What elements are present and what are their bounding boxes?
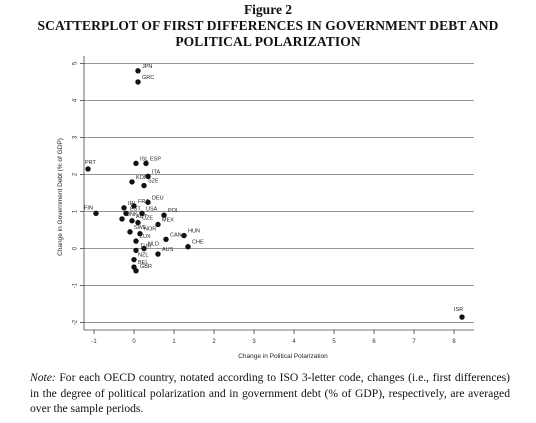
data-point-label: MEX	[162, 217, 174, 223]
data-point	[123, 210, 129, 217]
figure-note: Note: For each OECD country, notated acc…	[30, 370, 510, 417]
data-point-label: NLD	[148, 242, 159, 248]
data-point-label: ISR	[454, 307, 463, 313]
data-point	[119, 216, 125, 222]
data-point-label: NOR	[144, 227, 156, 233]
data-point-label: JPN	[142, 64, 152, 70]
data-point-label: AUT	[136, 214, 148, 220]
data-point-label: POL	[168, 208, 179, 214]
x-tick-label: 5	[332, 339, 336, 345]
data-point	[459, 314, 465, 320]
data-point	[145, 173, 151, 180]
y-tick-label: 0	[73, 246, 79, 250]
data-point	[133, 268, 139, 274]
data-point	[135, 68, 141, 74]
data-point	[135, 219, 141, 226]
x-tick-label: 1	[172, 339, 176, 345]
data-point-label: GRC	[142, 75, 154, 81]
data-point	[135, 79, 141, 85]
data-point	[93, 210, 99, 217]
data-point-label: IRL	[128, 201, 137, 207]
y-tick-label: -1	[73, 282, 79, 288]
data-point-label: CZE	[142, 216, 153, 222]
x-tick-label: 0	[132, 339, 136, 345]
y-tick-label: 4	[73, 98, 79, 102]
y-tick-label: -2	[73, 319, 79, 325]
data-point-label: ISL	[140, 156, 148, 162]
data-point	[181, 232, 187, 239]
data-point-label: EST	[130, 206, 141, 212]
data-point	[131, 203, 137, 209]
y-tick-label: 1	[73, 209, 79, 213]
y-axis-label: Change in Government Debt (% of GDP)	[57, 138, 64, 256]
data-point-label: FIN	[84, 205, 93, 211]
chart-title: SCATTERPLOT OF FIRST DIFFERENCES IN GOVE…	[0, 18, 536, 50]
data-point	[131, 256, 137, 263]
data-point	[139, 210, 145, 217]
x-tick-label: 4	[292, 339, 296, 345]
data-point-label: DNK	[126, 212, 138, 218]
y-tick-label: 5	[73, 61, 79, 65]
data-point-label: KOR	[136, 175, 148, 181]
data-point	[185, 243, 191, 250]
data-point	[141, 245, 147, 252]
x-tick-label: 3	[252, 339, 256, 345]
data-point	[133, 160, 139, 167]
data-point	[145, 199, 151, 205]
x-tick-label: 8	[452, 339, 456, 345]
x-axis-label: Change in Political Polarization	[238, 353, 328, 360]
data-point	[121, 205, 127, 211]
data-point	[127, 229, 133, 235]
data-point-label: SWE	[134, 225, 147, 231]
x-tick-label: -1	[91, 339, 97, 345]
data-point-label: CHE	[192, 240, 204, 246]
y-tick-label: 2	[73, 172, 79, 176]
data-point-label: DEU	[152, 195, 164, 201]
data-point	[141, 182, 147, 189]
data-point	[143, 160, 149, 167]
note-text: For each OECD country, notated according…	[30, 371, 510, 415]
data-point-label: GBR	[140, 264, 152, 270]
data-point-label: USA	[146, 206, 158, 212]
data-point-label: FRA	[138, 199, 149, 205]
data-point	[129, 179, 135, 185]
data-point-label: HUN	[188, 229, 200, 235]
x-tick-label: 2	[212, 339, 216, 345]
data-point	[133, 247, 139, 254]
data-point	[85, 166, 91, 172]
data-point-label: SZE	[148, 179, 159, 185]
data-point-label: LUX	[140, 234, 151, 240]
data-point-label: BEL	[138, 260, 148, 266]
data-point	[155, 251, 161, 257]
chart-title-line-2: POLITICAL POLARIZATION	[175, 34, 361, 49]
chart-title-line-1: SCATTERPLOT OF FIRST DIFFERENCES IN GOVE…	[37, 18, 499, 33]
y-tick-label: 3	[73, 135, 79, 139]
data-point-label: TUR	[140, 243, 151, 249]
x-tick-label: 6	[372, 339, 376, 345]
data-point	[161, 212, 167, 218]
data-point-label: ITA	[152, 169, 160, 175]
data-point-label: NZL	[138, 253, 148, 259]
data-point	[155, 221, 161, 228]
figure-label: Figure 2	[243, 2, 293, 17]
data-point-label: PRT	[85, 160, 97, 166]
note-label: Note:	[30, 371, 56, 384]
data-point	[163, 236, 169, 242]
data-point	[129, 218, 135, 224]
data-point-label: AUS	[162, 247, 174, 253]
data-point-label: ESP	[150, 156, 161, 162]
data-point	[133, 238, 139, 244]
data-point	[137, 231, 143, 237]
data-point-label: CAN	[170, 232, 182, 238]
x-tick-label: 7	[412, 339, 416, 345]
